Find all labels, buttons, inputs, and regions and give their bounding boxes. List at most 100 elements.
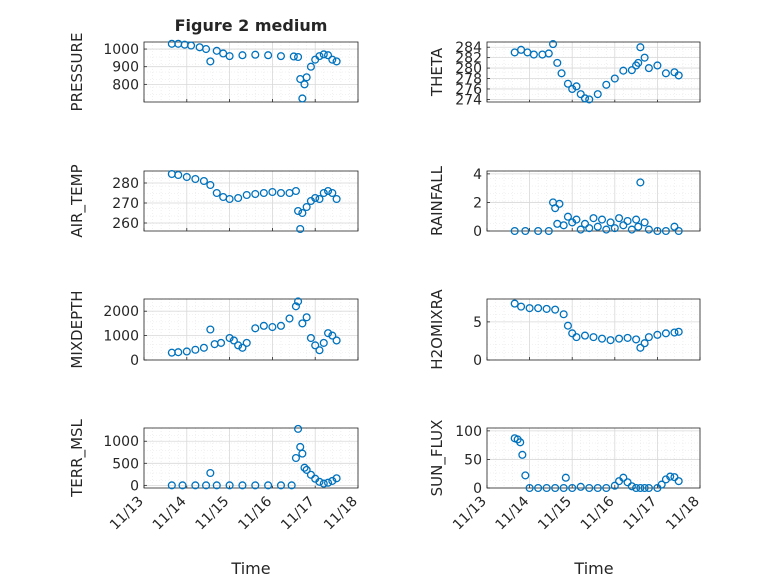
data-point	[276, 321, 286, 330]
data-point	[585, 224, 594, 233]
data-point	[521, 471, 530, 480]
data-point	[182, 347, 191, 356]
data-point	[553, 58, 562, 67]
x-tick-label: 11/14	[493, 493, 533, 533]
data-point	[291, 186, 300, 196]
data-point	[640, 53, 649, 62]
y-tick-label: 0	[473, 353, 482, 369]
x-tick-label: 11/16	[235, 493, 275, 533]
data-point	[585, 483, 594, 493]
data-point	[298, 449, 307, 458]
data-point	[544, 226, 553, 236]
data-point	[653, 226, 662, 236]
data-point	[602, 225, 611, 234]
data-point	[597, 215, 607, 224]
data-point	[178, 481, 187, 490]
y-tick-label: 50	[464, 452, 482, 468]
data-point	[306, 62, 315, 71]
data-point	[182, 172, 191, 182]
y-axis-label: PRESSURE	[68, 33, 86, 112]
x-tick-label: 11/15	[193, 494, 233, 534]
data-point	[640, 483, 649, 493]
y-axis-label: TERR_MSL	[68, 418, 87, 497]
data-point	[319, 338, 328, 347]
data-point	[199, 343, 208, 352]
data-point	[510, 226, 519, 236]
data-point	[551, 483, 560, 493]
y-tick-label: 284	[455, 40, 482, 56]
data-point	[289, 52, 298, 61]
y-axis-label: MIXDEPTH	[68, 290, 86, 368]
figure-title: Figure 2 medium	[175, 16, 328, 35]
data-point	[615, 214, 624, 223]
x-tick-label: 11/16	[578, 493, 618, 533]
data-point	[610, 481, 619, 490]
data-point	[294, 52, 303, 62]
data-point	[593, 90, 602, 99]
data-point	[251, 481, 260, 490]
data-point	[632, 483, 641, 493]
data-point	[259, 321, 268, 330]
data-point	[300, 463, 309, 472]
y-tick-label: 2000	[103, 304, 139, 320]
data-point	[268, 187, 277, 197]
data-point	[644, 64, 653, 73]
subplot-3: 260 270 280 AIR_TEMP	[68, 164, 359, 238]
data-point	[306, 333, 315, 343]
data-point	[644, 333, 653, 342]
y-tick-label: 1000	[103, 42, 139, 58]
data-point	[225, 52, 234, 61]
data-point	[653, 330, 662, 339]
data-point	[597, 334, 607, 343]
subplot-5: 0 1000 2000 MIXDEPTH	[68, 290, 359, 369]
plot-area	[144, 299, 358, 360]
data-point	[534, 304, 543, 313]
x-tick-label: 11/13	[450, 494, 490, 534]
axes-box	[143, 170, 359, 232]
data-point	[674, 477, 683, 486]
y-axis-label: SUN_FLUX	[428, 420, 447, 497]
data-point	[234, 341, 243, 350]
data-point	[259, 188, 268, 198]
y-tick-label: 800	[112, 77, 139, 93]
y-tick-label: 5	[473, 315, 482, 331]
axes-box	[143, 41, 359, 103]
data-point	[167, 481, 176, 490]
data-point	[521, 226, 530, 236]
data-point	[534, 483, 543, 493]
data-point	[319, 188, 328, 198]
data-point	[572, 215, 581, 224]
y-axis-label: AIR_TEMP	[68, 164, 87, 237]
data-point	[563, 321, 572, 330]
data-point	[294, 206, 303, 216]
data-point	[300, 80, 309, 89]
y-tick-label: 1000	[103, 329, 139, 345]
data-point	[636, 483, 645, 493]
data-point	[294, 297, 303, 306]
data-point	[199, 176, 208, 186]
data-point	[661, 329, 670, 338]
y-tick-label: 1000	[103, 434, 139, 450]
data-point	[328, 331, 337, 340]
axes-box	[143, 298, 359, 361]
data-point	[315, 194, 324, 204]
data-point	[315, 346, 324, 355]
data-point	[644, 483, 653, 493]
data-point	[302, 313, 311, 322]
data-point	[191, 481, 200, 490]
data-point	[636, 343, 645, 352]
data-point	[561, 473, 570, 482]
data-point	[332, 474, 341, 483]
data-point	[576, 482, 585, 491]
x-tick-label: 11/18	[321, 494, 361, 534]
data-point	[534, 226, 543, 236]
data-point	[674, 226, 683, 236]
y-axis-label: H2OMIXRA	[428, 289, 446, 370]
data-point	[319, 479, 328, 488]
data-point	[294, 424, 303, 433]
data-point	[291, 453, 300, 463]
subplot-4: 0 2 4 RAINFALL	[428, 165, 701, 240]
y-tick-label: 270	[112, 196, 139, 212]
data-point	[276, 481, 286, 490]
